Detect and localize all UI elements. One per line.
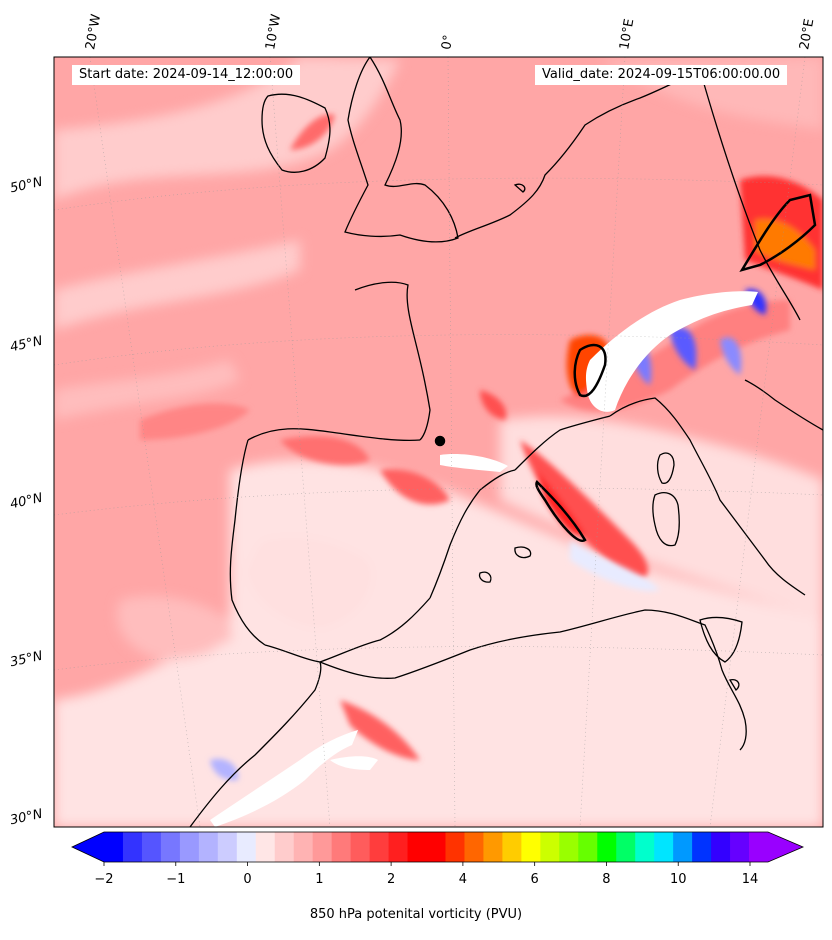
colorbar-tick-label: 14 [742, 872, 759, 887]
colorbar: −2 −1 0 1 2 4 6 8 10 14 [71, 831, 805, 887]
colorbar-tick-label: 8 [602, 872, 610, 887]
colorbar-tick-label: 2 [387, 872, 395, 887]
colorbar-segment [426, 832, 446, 862]
colorbar-segment [749, 832, 769, 862]
colorbar-tick-label: 4 [459, 872, 467, 887]
colorbar-segment [597, 832, 617, 862]
colorbar-segment [331, 832, 352, 862]
map-frame [53, 56, 824, 828]
pv-pale-regions [54, 57, 823, 827]
colorbar-segment [350, 832, 371, 862]
colorbar-segment [673, 832, 693, 862]
masked-terrain [210, 291, 758, 827]
colorbar-segment [445, 832, 465, 862]
colorbar-tick-label: −2 [94, 872, 113, 887]
colorbar-segment [141, 832, 162, 862]
colorbar-segment [559, 832, 579, 862]
valid-date-label: Valid_date: 2024-09-15T06:00:00.00 [535, 65, 788, 85]
coastlines [189, 57, 823, 827]
colorbar-extend-low [72, 832, 104, 862]
colorbar-segment [635, 832, 655, 862]
colorbar-segment [407, 832, 428, 862]
colorbar-tick-label: 6 [531, 872, 539, 887]
colorbar-segment [388, 832, 409, 862]
colorbar-segment [578, 832, 598, 862]
colorbar-segment [122, 832, 143, 862]
colorbar-segment [730, 832, 750, 862]
colorbar-segment [312, 832, 333, 862]
colorbar-segment [369, 832, 390, 862]
colorbar-segment [198, 832, 219, 862]
colorbar-segment [464, 832, 484, 862]
graticule [54, 57, 823, 827]
colorbar-segment [616, 832, 636, 862]
colorbar-segment [217, 832, 238, 862]
colorbar-extend-high [768, 832, 803, 862]
colorbar-tick-label: 0 [243, 872, 251, 887]
colorbar-title: 850 hPa potenital vorticity (PVU) [309, 907, 523, 922]
colorbar-segment [104, 832, 124, 862]
colorbar-tick-label: −1 [166, 872, 185, 887]
colorbar-segment [711, 832, 731, 862]
colorbar-segment [160, 832, 181, 862]
start-date-label: Start date: 2024-09-14_12:00:00 [72, 65, 301, 85]
colorbar-segment [692, 832, 712, 862]
colorbar-tick-label: 1 [315, 872, 323, 887]
colorbar-tick-label: 10 [670, 872, 687, 887]
colorbar-segment [255, 832, 276, 862]
colorbar-segment [654, 832, 674, 862]
colorbar-segment [540, 832, 560, 862]
colorbar-segment [502, 832, 522, 862]
colorbar-segment [293, 832, 314, 862]
lon-label-0: 0° [439, 33, 457, 51]
pv-contours [434, 193, 817, 542]
colorbar-segment [274, 832, 295, 862]
colorbar-segment [521, 832, 541, 862]
colorbar-segment [236, 832, 257, 862]
colorbar-segment [483, 832, 503, 862]
colorbar-segment [179, 832, 200, 862]
map-area[interactable] [54, 57, 823, 827]
